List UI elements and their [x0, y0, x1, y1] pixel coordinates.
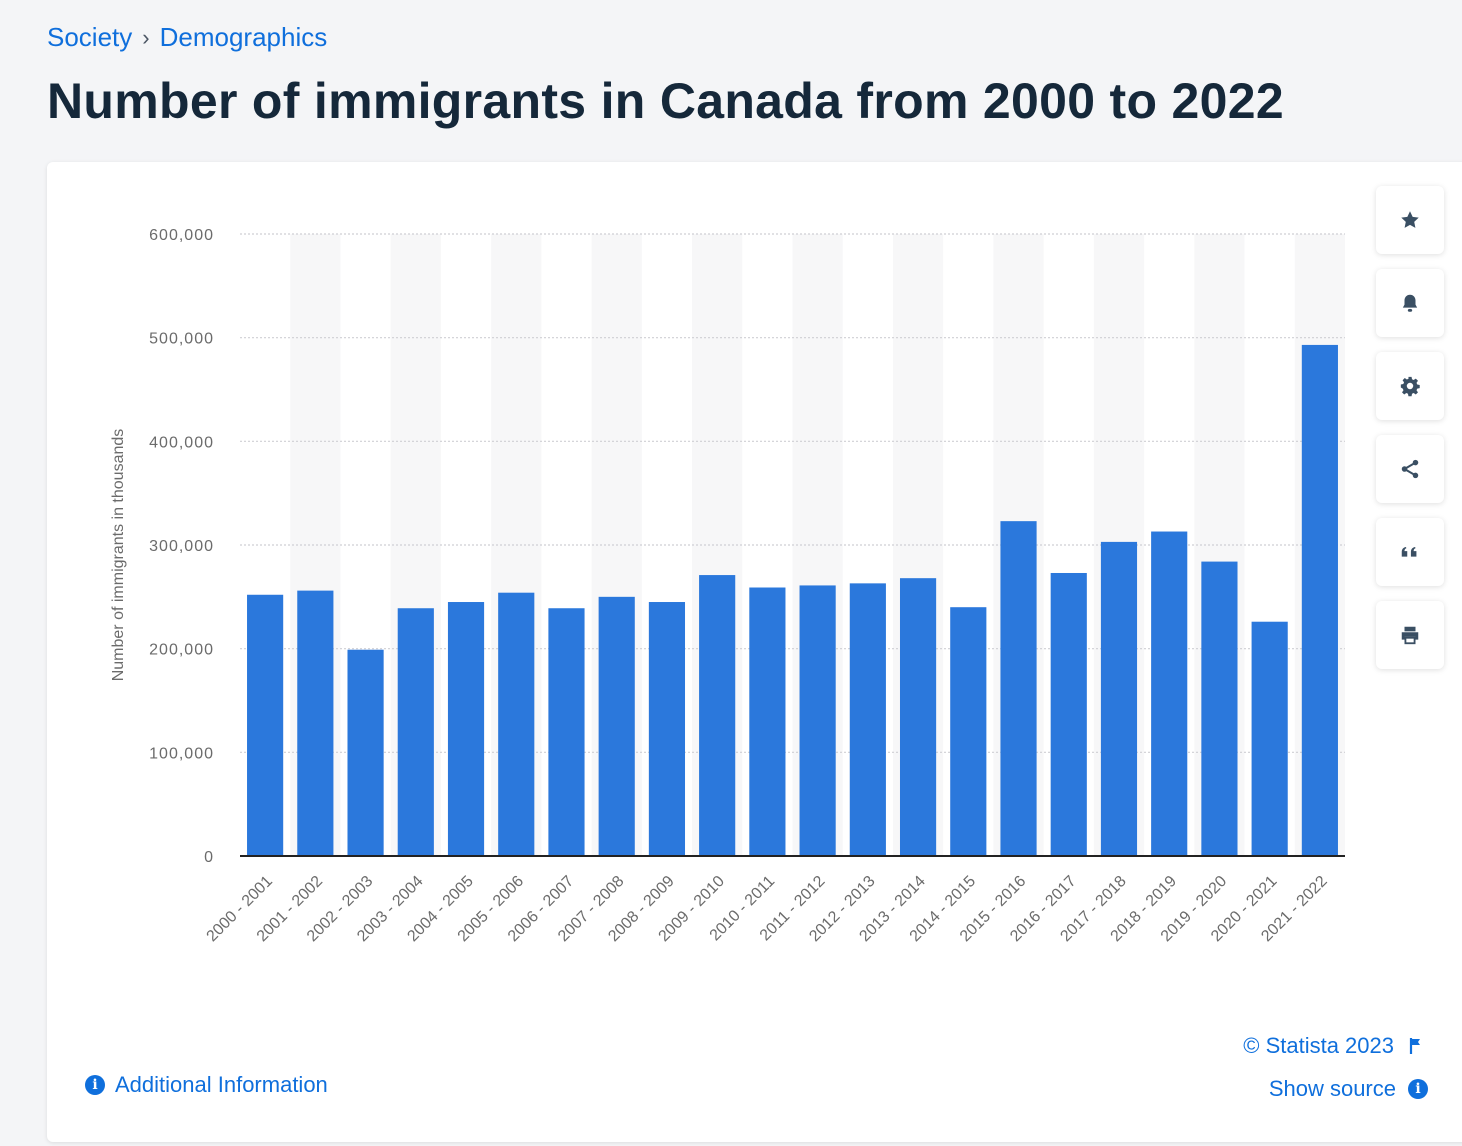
- flag-icon[interactable]: [1408, 1037, 1424, 1055]
- share-icon: [1401, 459, 1419, 479]
- breadcrumb: Society › Demographics: [47, 22, 327, 53]
- y-tick-label: 100,000: [149, 745, 214, 762]
- breadcrumb-separator: ›: [142, 24, 150, 50]
- notification-button[interactable]: [1376, 269, 1444, 337]
- chart-toolbar: [1376, 186, 1444, 669]
- bar: [799, 585, 836, 856]
- bar: [498, 592, 535, 856]
- bar: [950, 607, 987, 856]
- breadcrumb-demographics[interactable]: Demographics: [159, 22, 328, 52]
- bar: [1000, 521, 1037, 856]
- bell-icon: [1402, 294, 1418, 312]
- bar: [1151, 531, 1188, 856]
- bar: [1100, 541, 1138, 856]
- y-tick-label: 500,000: [149, 331, 214, 348]
- bar: [1251, 621, 1288, 856]
- y-axis-label: Number of immigrants in thousands: [110, 429, 127, 682]
- copyright-label: © Statista 2023: [1243, 1033, 1394, 1058]
- info-icon: i: [1408, 1079, 1428, 1099]
- additional-information-link[interactable]: i Additional Information: [85, 1072, 328, 1098]
- bar: [849, 583, 886, 856]
- additional-information-label: Additional Information: [115, 1072, 328, 1097]
- bar: [648, 602, 686, 856]
- y-tick-label: 600,000: [149, 227, 214, 244]
- favorite-button[interactable]: [1376, 186, 1444, 254]
- bar: [347, 649, 384, 856]
- y-tick-label: 400,000: [149, 434, 214, 451]
- print-button[interactable]: [1376, 601, 1444, 669]
- bar: [1301, 344, 1338, 856]
- bar: [447, 602, 485, 856]
- bar: [1050, 572, 1087, 856]
- y-tick-label: 200,000: [149, 642, 214, 659]
- bar: [397, 608, 434, 856]
- bar: [548, 608, 585, 856]
- star-icon: [1401, 211, 1419, 228]
- share-button[interactable]: [1376, 435, 1444, 503]
- bar: [247, 594, 284, 856]
- settings-button[interactable]: [1376, 352, 1444, 420]
- breadcrumb-society[interactable]: Society: [47, 22, 133, 52]
- quote-icon: [1401, 546, 1417, 557]
- bar: [899, 578, 937, 856]
- printer-icon: [1401, 626, 1419, 645]
- bar-chart: 0 100,000 200,000 300,000 400,000 500,000 600,…: [110, 227, 1345, 945]
- bar: [598, 596, 635, 856]
- page-title: Number of immigrants in Canada from 2000…: [47, 73, 1284, 129]
- bar: [749, 587, 786, 856]
- info-icon: i: [85, 1075, 105, 1095]
- cite-button[interactable]: [1376, 518, 1444, 586]
- copyright: © Statista 2023: [1243, 1033, 1424, 1059]
- bar: [1201, 561, 1238, 856]
- chart-card: 0 100,000 200,000 300,000 400,000 500,000 600,…: [47, 162, 1462, 1142]
- bar: [297, 590, 334, 856]
- show-source-label: Show source: [1268, 1076, 1396, 1101]
- bar: [699, 575, 736, 856]
- gear-icon: [1400, 376, 1420, 397]
- y-tick-label: 300,000: [149, 538, 214, 555]
- show-source-link[interactable]: Show source i: [1269, 1076, 1428, 1102]
- y-tick-label: 0: [204, 849, 214, 866]
